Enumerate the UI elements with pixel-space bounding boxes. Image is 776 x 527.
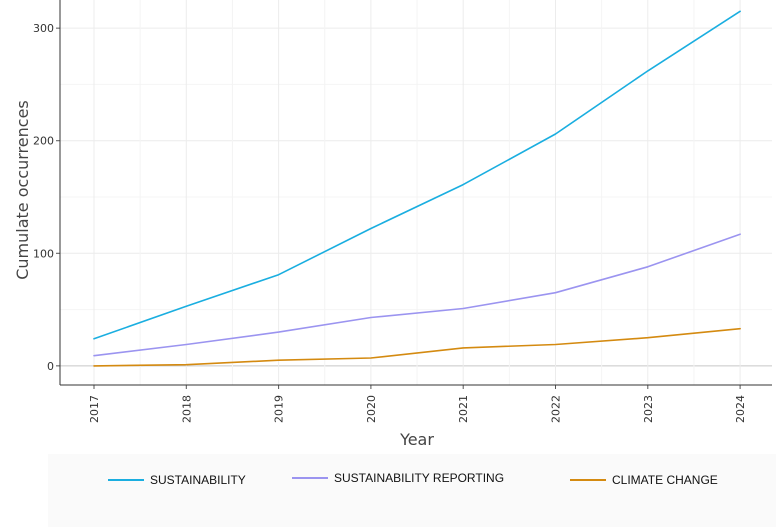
axes bbox=[56, 0, 772, 389]
x-tick-label: 2021 bbox=[457, 395, 470, 423]
series-lines bbox=[93, 10, 741, 367]
legend-label-sustainability: SUSTAINABILITY bbox=[150, 473, 246, 487]
legend-swatch-climate-change bbox=[570, 479, 606, 481]
grid-lines bbox=[60, 0, 772, 385]
series-line-sustainability bbox=[93, 10, 741, 340]
y-tick-labels: 0 100 200 300 bbox=[33, 22, 54, 373]
legend-label-climate-change: CLIMATE CHANGE bbox=[612, 473, 718, 487]
y-tick-label: 200 bbox=[33, 135, 54, 148]
x-tick-label: 2020 bbox=[365, 395, 378, 423]
legend-item-climate-change: CLIMATE CHANGE bbox=[570, 472, 718, 488]
y-axis-title: Cumulate occurrences bbox=[13, 100, 32, 280]
legend-item-sustainability: SUSTAINABILITY bbox=[108, 472, 246, 488]
x-tick-label: 2023 bbox=[642, 395, 655, 423]
x-tick-label: 2024 bbox=[734, 395, 747, 423]
y-tick-label: 0 bbox=[47, 360, 54, 373]
x-axis-title: Year bbox=[399, 430, 434, 449]
y-tick-label: 100 bbox=[33, 247, 54, 260]
legend-label-sustainability-reporting: SUSTAINABILITY REPORTING bbox=[334, 471, 505, 485]
legend: SUSTAINABILITY SUSTAINABILITY REPORTING … bbox=[48, 454, 776, 527]
y-tick-label: 300 bbox=[33, 22, 54, 35]
series-line-climate-change bbox=[93, 327, 741, 367]
series-line-sustainability-reporting bbox=[93, 233, 741, 357]
x-tick-label: 2018 bbox=[180, 395, 193, 423]
legend-swatch-sustainability bbox=[108, 479, 144, 481]
legend-item-sustainability-reporting: SUSTAINABILITY REPORTING bbox=[292, 470, 504, 486]
x-tick-labels: 2017 2018 2019 2020 2021 2022 2023 2024 bbox=[88, 395, 747, 423]
legend-swatch-sustainability-reporting bbox=[292, 477, 328, 479]
x-tick-label: 2022 bbox=[550, 395, 563, 423]
x-tick-label: 2019 bbox=[273, 395, 286, 423]
x-tick-label: 2017 bbox=[88, 395, 101, 423]
